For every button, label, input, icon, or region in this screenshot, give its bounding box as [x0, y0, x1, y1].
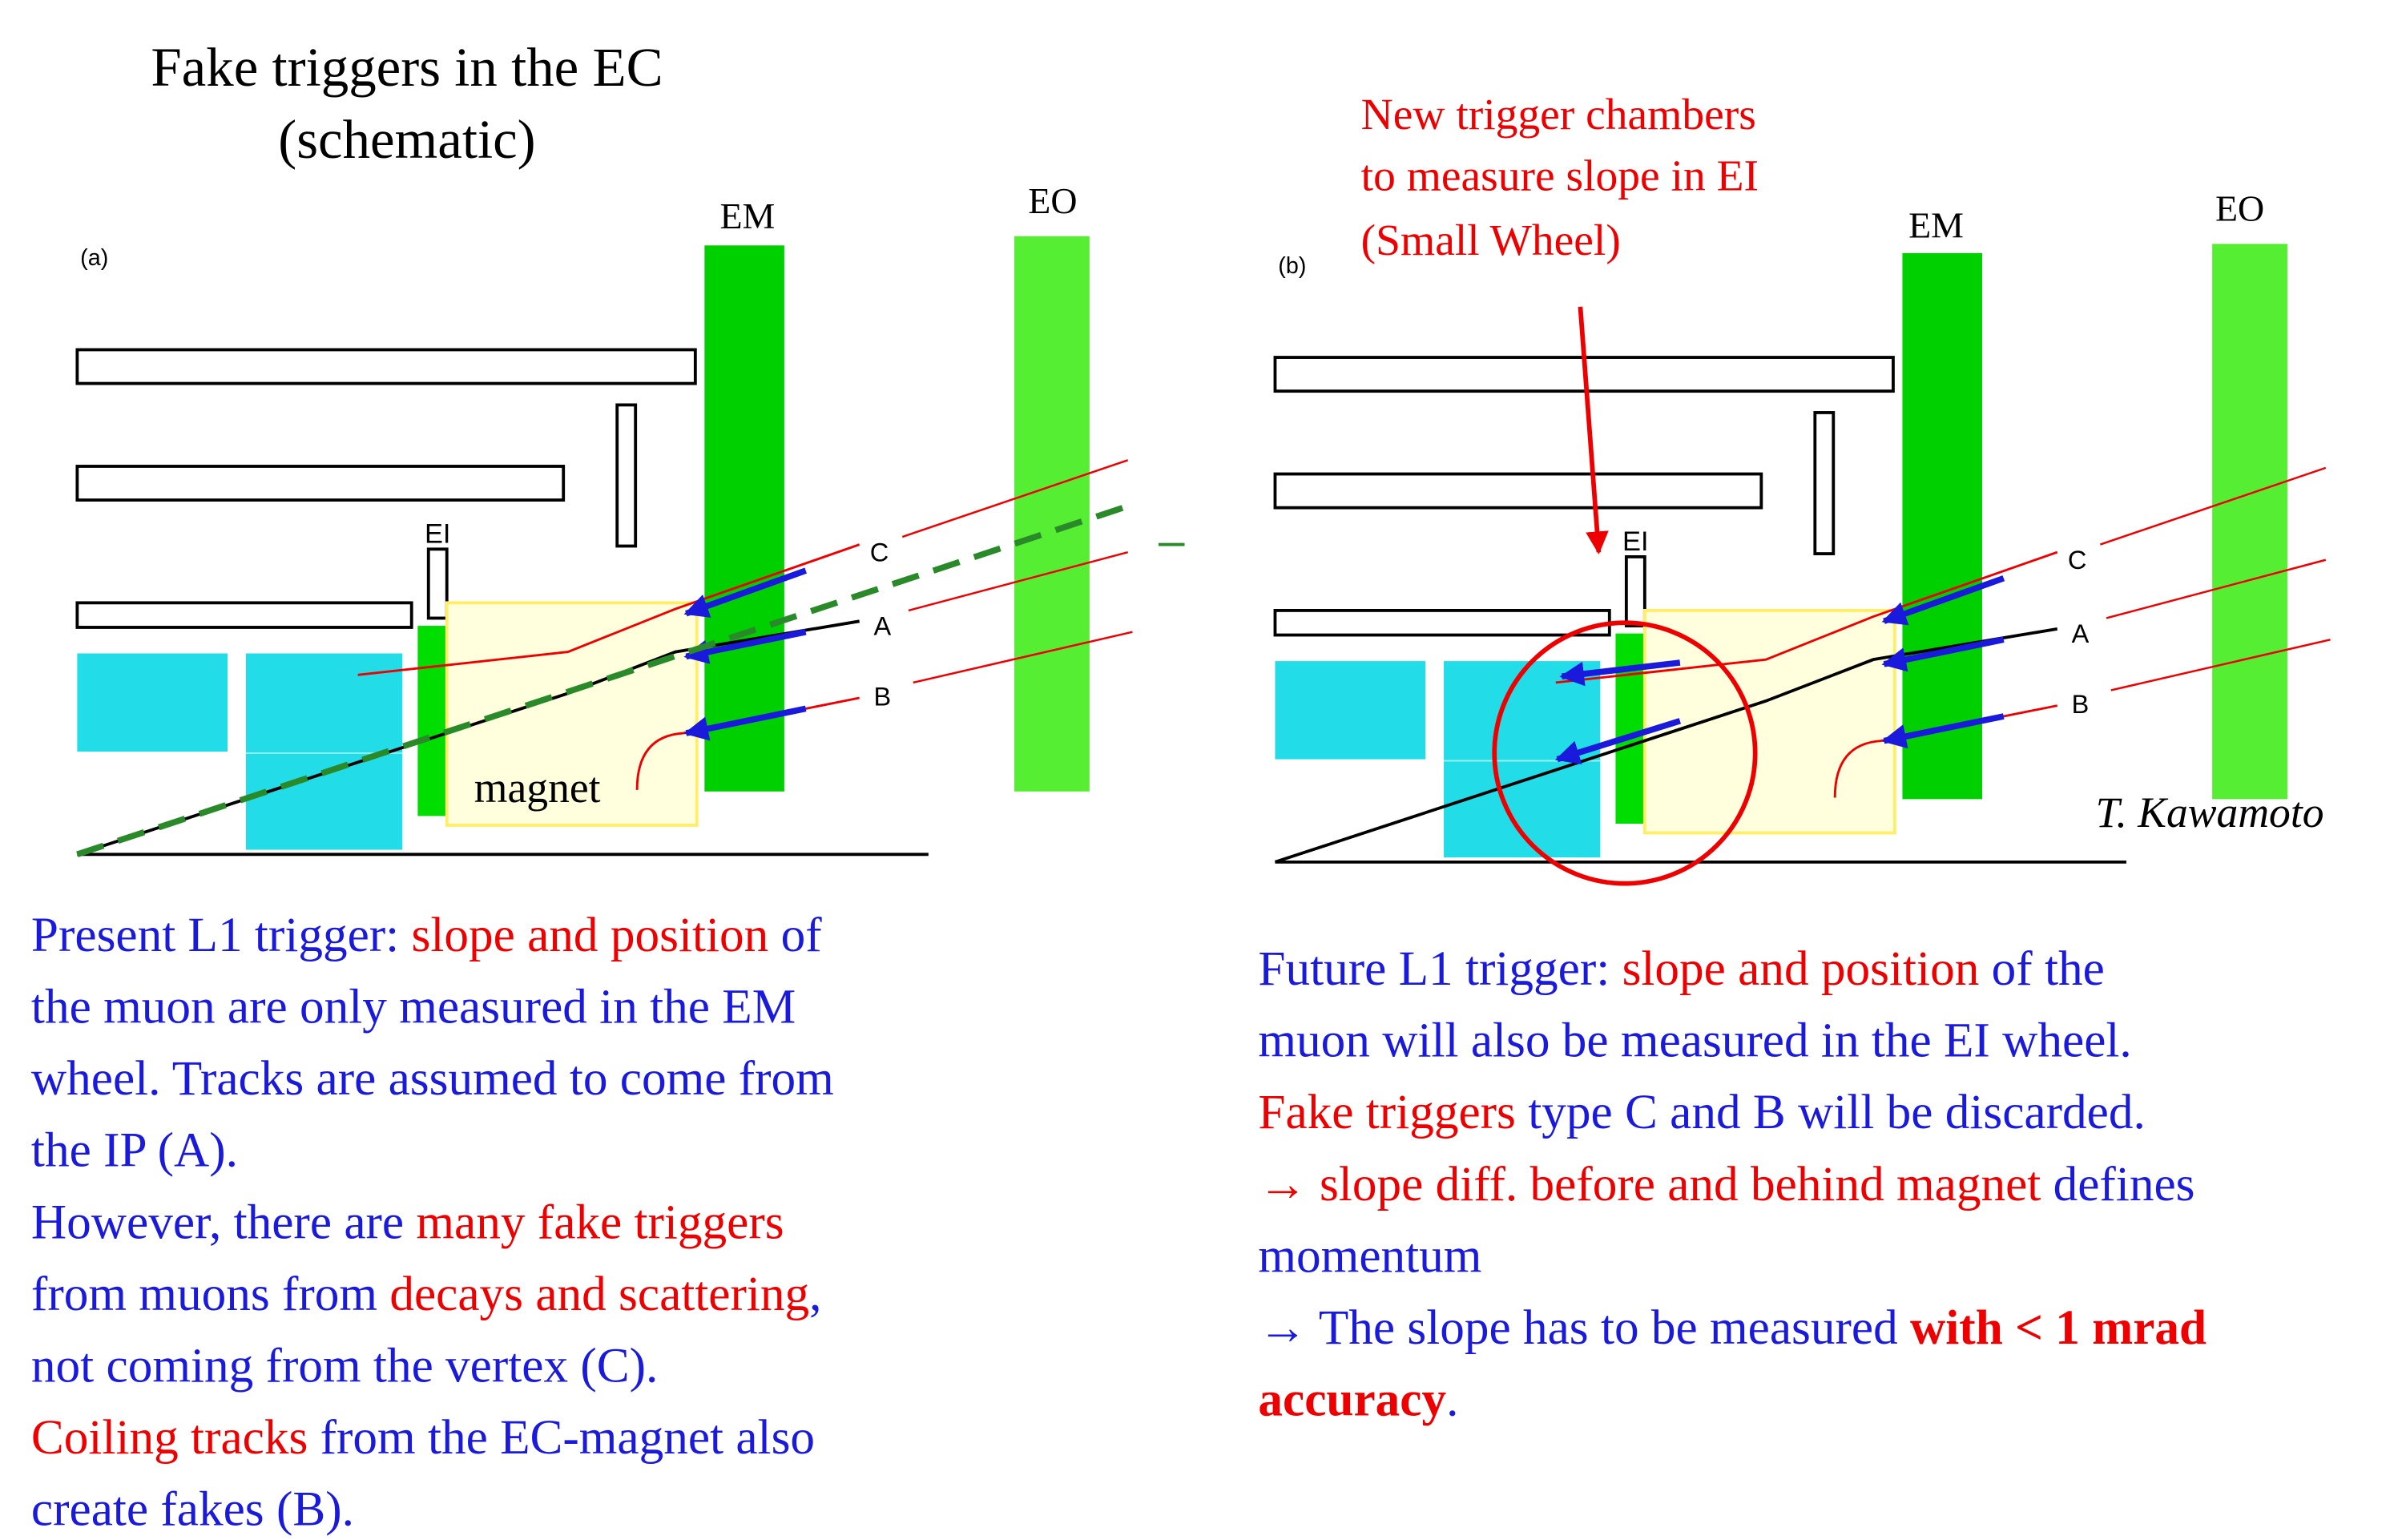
text-span: Future L1 trigger: [1258, 941, 1622, 996]
text-span: . [1446, 1373, 1458, 1427]
label: EM [719, 196, 775, 236]
text-span: of the [1979, 941, 2104, 996]
title: Fake triggers in the EC [151, 37, 663, 98]
text-line: Future L1 trigger: slope and position of… [1258, 941, 2104, 996]
text-line: accuracy. [1258, 1373, 1458, 1427]
text-span: → slope diff. before and behind magnet [1258, 1157, 2041, 1211]
diagram-b [1275, 244, 2330, 861]
label: magnet [474, 764, 601, 812]
label: EI [1622, 526, 1649, 557]
text-line: → The slope has to be measured with < 1 … [1258, 1300, 2207, 1355]
label: B [874, 683, 892, 712]
label: EO [2215, 188, 2264, 229]
annotation: to measure slope in EI [1361, 151, 1759, 200]
annotation: (Small Wheel) [1361, 216, 1621, 265]
label: A [2072, 619, 2090, 648]
label: EM [1908, 205, 1964, 246]
text-span: wheel. Tracks are assumed to come from [31, 1051, 834, 1106]
text-span: muon will also be measured in the EI whe… [1258, 1014, 2131, 1068]
dashed-track [76, 503, 1129, 857]
text-span: the muon are only measured in the EM [31, 979, 796, 1034]
text-line: the IP (A). [31, 1123, 238, 1178]
panel-label: (b) [1278, 253, 1306, 279]
text-blocks: Present L1 trigger: slope and position o… [31, 908, 2207, 1537]
text-span: from muons from [31, 1267, 389, 1321]
text-span: create fakes (B). [31, 1482, 354, 1537]
label: C [870, 538, 889, 567]
text-span: momentum [1258, 1228, 1481, 1283]
text-span: , [809, 1267, 821, 1321]
text-span: However, there are [31, 1195, 416, 1249]
label: A [874, 612, 892, 641]
text-span: with < 1 mrad [1910, 1300, 2207, 1355]
text-span: accuracy [1258, 1373, 1446, 1427]
text-span: slope and position [1622, 941, 1980, 996]
text-line: wheel. Tracks are assumed to come from [31, 1051, 834, 1106]
text-line: Coiling tracks from the EC-magnet also [31, 1410, 815, 1465]
title: (schematic) [278, 109, 535, 170]
text-line: However, there are many fake triggers [31, 1195, 784, 1249]
credit: T. Kawamoto [2096, 788, 2324, 837]
text-span: Present L1 trigger: [31, 908, 412, 962]
annotation: New trigger chambers [1361, 91, 1756, 139]
text-line: not coming from the vertex (C). [31, 1338, 658, 1393]
text-span: → The slope has to be measured [1258, 1300, 1910, 1355]
text-line: → slope diff. before and behind magnet d… [1258, 1157, 2194, 1211]
text-line: the muon are only measured in the EM [31, 979, 796, 1034]
diagram-b-extra [1492, 306, 1758, 886]
label: EO [1028, 180, 1077, 221]
text-line: Fake triggers type C and B will be disca… [1258, 1085, 2145, 1139]
text-line: momentum [1258, 1228, 1481, 1283]
text-span: type C and B will be discarded. [1516, 1085, 2146, 1139]
label: EI [425, 519, 451, 550]
text-span: decays and scattering [389, 1267, 809, 1321]
text-span: of [768, 908, 822, 962]
text-span: the IP (A). [31, 1123, 238, 1178]
text-line: Present L1 trigger: slope and position o… [31, 908, 822, 962]
text-line: muon will also be measured in the EI whe… [1258, 1014, 2131, 1068]
text-span: not coming from the vertex (C). [31, 1338, 658, 1393]
label: C [2068, 546, 2087, 574]
text-span: from the EC-magnet also [308, 1410, 815, 1465]
panel-label: (a) [80, 245, 108, 271]
text-span: many fake triggers [416, 1195, 784, 1249]
diagram-a [77, 236, 1132, 854]
text-span: Fake triggers [1258, 1085, 1515, 1139]
text-line: create fakes (B). [31, 1482, 354, 1537]
text-span: slope and position [412, 908, 769, 962]
text-span: Coiling tracks [31, 1410, 308, 1465]
text-line: from muons from decays and scattering, [31, 1267, 822, 1321]
label: B [2072, 690, 2090, 719]
text-span: defines [2041, 1157, 2194, 1211]
